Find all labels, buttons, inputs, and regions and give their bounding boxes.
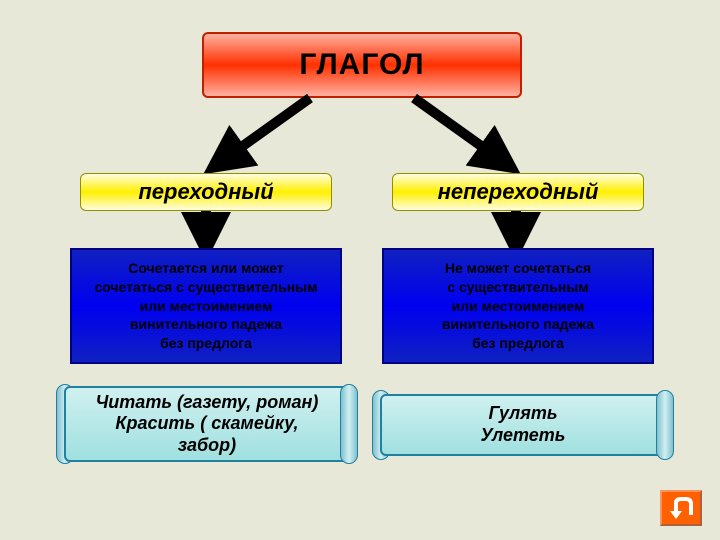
description-text: Сочетается или может сочетаться с сущест…	[94, 259, 317, 353]
category-label: переходный	[138, 179, 273, 205]
description-transitive: Сочетается или может сочетаться с сущест…	[70, 248, 342, 364]
examples-text: Гулять Улететь	[481, 403, 566, 446]
description-intransitive: Не может сочетаться с существительным ил…	[382, 248, 654, 364]
u-turn-back-icon	[666, 495, 696, 521]
examples-text: Читать (газету, роман) Красить ( скамейк…	[96, 392, 319, 457]
category-transitive: переходный	[80, 173, 332, 211]
scroll-cap-left-r	[340, 384, 358, 464]
category-label: непереходный	[438, 179, 599, 205]
root-label: ГЛАГОЛ	[299, 48, 424, 82]
root-node: ГЛАГОЛ	[202, 32, 522, 98]
examples-transitive: Читать (газету, роман) Красить ( скамейк…	[64, 386, 350, 462]
category-intransitive: непереходный	[392, 173, 644, 211]
description-text: Не может сочетаться с существительным ил…	[442, 259, 594, 353]
examples-intransitive: Гулять Улететь	[380, 394, 666, 456]
scroll-cap-right-r	[656, 390, 674, 460]
back-button[interactable]	[660, 490, 702, 526]
